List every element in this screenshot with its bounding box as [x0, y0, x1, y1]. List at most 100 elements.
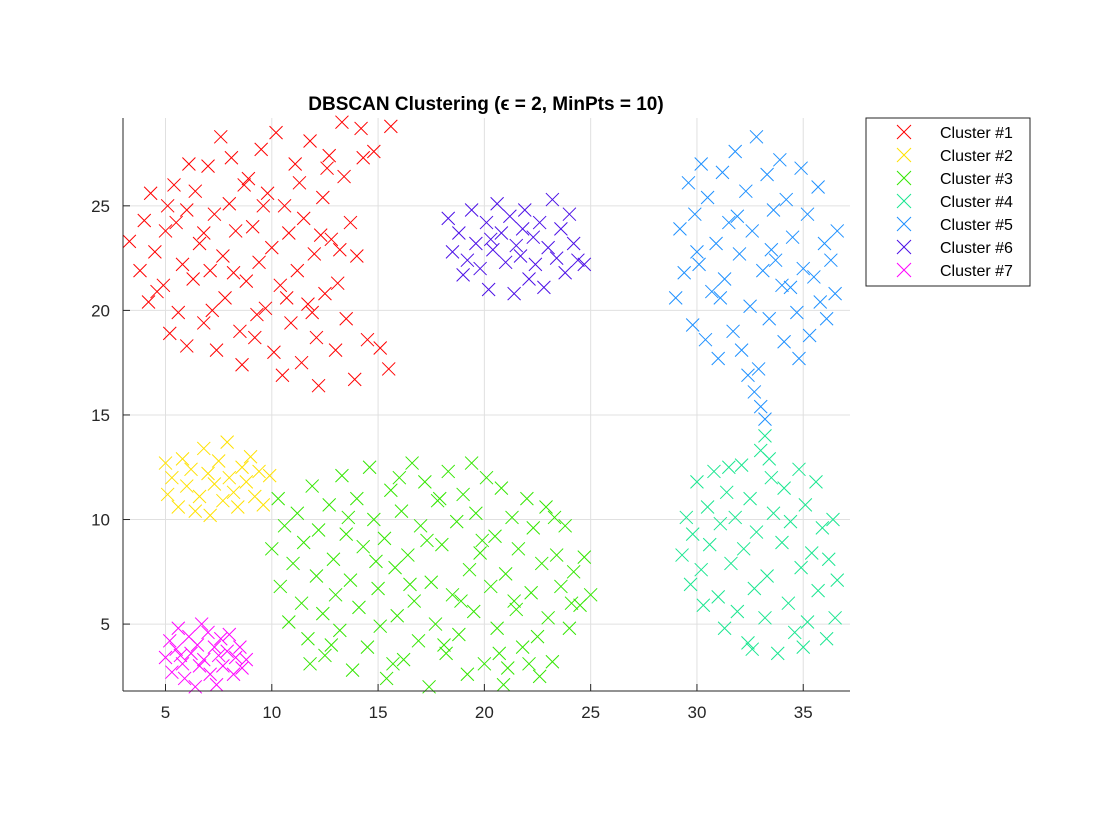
data-point [141, 295, 156, 309]
data-point [201, 625, 215, 640]
data-point [158, 224, 173, 238]
data-point [179, 339, 194, 353]
data-point [766, 203, 781, 217]
legend-item-cluster-3[interactable]: Cluster #3 [896, 170, 1013, 188]
data-point [192, 489, 207, 504]
data-point [332, 242, 347, 257]
data-point [366, 144, 381, 159]
data-point [396, 652, 411, 667]
data-point [418, 475, 432, 489]
legend-label: Cluster #3 [940, 171, 1013, 188]
data-point [162, 326, 177, 341]
data-point [711, 590, 726, 604]
data-point [537, 280, 551, 295]
data-point [528, 257, 543, 272]
data-point [768, 253, 783, 268]
legend-item-cluster-6[interactable]: Cluster #6 [896, 239, 1013, 257]
data-point [441, 211, 456, 226]
data-point [828, 610, 842, 625]
data-point [318, 648, 332, 663]
legend-item-cluster-7[interactable]: Cluster #7 [896, 262, 1013, 280]
data-point [577, 257, 592, 272]
data-point [783, 280, 798, 295]
series-cluster-3 [264, 456, 598, 694]
data-point [460, 253, 475, 268]
data-point [162, 633, 177, 648]
data-point [313, 228, 328, 242]
legend-item-cluster-4[interactable]: Cluster #4 [896, 193, 1013, 211]
data-point [779, 192, 794, 207]
data-point [522, 656, 536, 671]
data-point [196, 441, 211, 456]
legend-label: Cluster #1 [940, 125, 1013, 142]
data-point [526, 521, 541, 535]
data-point [541, 240, 555, 255]
data-point [407, 594, 422, 608]
legend-item-cluster-2[interactable]: Cluster #2 [896, 147, 1013, 165]
data-point [694, 562, 709, 577]
data-point [264, 541, 279, 556]
data-point [254, 142, 269, 157]
data-point [203, 667, 218, 682]
data-point [681, 175, 696, 190]
data-point [296, 535, 311, 550]
data-point [794, 161, 808, 176]
data-point [728, 144, 743, 159]
data-point [513, 249, 528, 263]
data-point [687, 207, 702, 222]
data-point [728, 510, 743, 525]
data-point [175, 257, 190, 272]
series-cluster-7 [158, 617, 254, 694]
data-point [354, 121, 368, 136]
data-point [539, 500, 553, 514]
data-point [515, 640, 530, 654]
data-point [452, 627, 466, 642]
data-point [800, 615, 815, 629]
data-point [481, 282, 496, 297]
data-point [787, 625, 802, 640]
data-point [290, 506, 305, 521]
legend-marker-icon [896, 193, 912, 209]
data-point [158, 456, 173, 470]
data-point [420, 533, 434, 548]
x-tick-label: 25 [581, 703, 600, 722]
data-point [475, 533, 490, 548]
data-point [694, 157, 709, 171]
data-point [732, 247, 747, 261]
data-point [738, 184, 753, 199]
legend-item-cluster-5[interactable]: Cluster #5 [896, 216, 1013, 234]
data-point [239, 274, 254, 288]
legend[interactable]: Cluster #1 Cluster #2 Cluster #3 Cluster #4… [865, 117, 1031, 287]
series-cluster-4 [675, 429, 845, 661]
data-point [292, 175, 307, 190]
data-point [305, 479, 320, 493]
data-point [379, 671, 394, 686]
data-point [330, 276, 345, 291]
data-point [571, 253, 585, 268]
plot-area [122, 115, 845, 694]
data-point [381, 362, 396, 376]
data-point [473, 546, 487, 560]
data-point [828, 286, 842, 301]
legend-label: Cluster #6 [940, 240, 1013, 257]
data-point [445, 587, 460, 602]
legend-label: Cluster #2 [940, 148, 1013, 165]
data-point [439, 646, 453, 661]
chart-title: DBSCAN Clustering (ϵ = 2, MinPts = 10) [308, 94, 663, 115]
data-point [222, 470, 237, 485]
x-tick-label: 5 [161, 703, 170, 722]
data-point [373, 341, 388, 355]
data-point [411, 633, 426, 648]
data-point [515, 221, 530, 236]
data-point [730, 604, 745, 619]
data-point [235, 460, 249, 475]
legend-item-cluster-1[interactable]: Cluster #1 [896, 124, 1013, 142]
data-point [211, 454, 226, 468]
data-point [483, 579, 498, 594]
data-point [269, 125, 283, 140]
data-point [213, 631, 228, 646]
data-point [479, 215, 494, 230]
data-point [237, 178, 252, 192]
data-point [549, 251, 564, 265]
data-point [432, 491, 447, 506]
